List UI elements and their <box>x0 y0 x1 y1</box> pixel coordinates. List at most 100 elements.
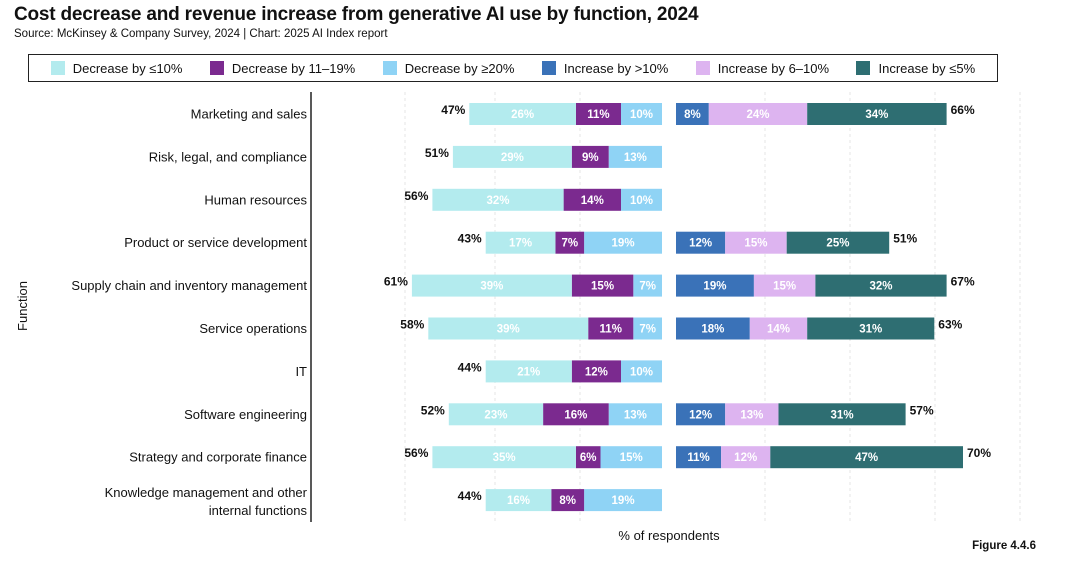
bar-value-label: 7% <box>639 324 656 336</box>
bar-segment <box>676 274 754 297</box>
bar-segment <box>543 403 609 426</box>
category-label: Human resources <box>204 192 307 207</box>
bar-value-label: 15% <box>591 281 614 293</box>
bar-segment <box>432 188 564 211</box>
y-axis-title: Function <box>15 281 30 331</box>
bar-value-label: 12% <box>689 238 712 250</box>
total-label: 66% <box>951 103 975 117</box>
bar-value-label: 11% <box>587 109 609 121</box>
bar-segment <box>588 317 634 340</box>
bar-segment <box>621 360 662 383</box>
bar-segment <box>448 403 544 426</box>
bar-segment <box>633 317 662 340</box>
bar-segment <box>584 489 662 512</box>
bar-segment <box>485 360 572 383</box>
bar-segment <box>575 446 601 469</box>
bar-value-label: 6% <box>580 452 597 464</box>
bar-segment <box>575 103 621 125</box>
bar-segment <box>571 274 634 297</box>
bar-value-label: 8% <box>684 109 701 121</box>
x-axis-title: % of respondents <box>618 528 720 543</box>
bar-value-label: 15% <box>744 238 767 250</box>
bar-segment <box>676 403 726 426</box>
total-label: 70% <box>967 446 991 460</box>
legend-label: Decrease by 11–19% <box>231 60 356 76</box>
legend-item-increase-6-10: Increase by 6–10% <box>695 60 830 76</box>
bar-value-label: 15% <box>620 452 643 464</box>
bar-segment <box>676 317 750 340</box>
category-label: Strategy and corporate finance <box>129 450 307 465</box>
bar-value-label: 16% <box>564 409 587 421</box>
legend-item-decrease-11-19: Decrease by 11–19% <box>209 60 356 76</box>
bar-value-label: 18% <box>701 324 724 336</box>
total-label: 51% <box>425 146 449 160</box>
legend-item-increase-gt10: Increase by >10% <box>541 61 668 76</box>
bar-value-label: 12% <box>689 409 712 421</box>
chart-title: Cost decrease and revenue increase from … <box>14 4 699 25</box>
category-label: Marketing and sales <box>191 107 308 122</box>
bar-segment <box>778 403 906 426</box>
bar-segment <box>786 231 890 254</box>
bar-segment <box>708 103 808 125</box>
bar-segment <box>621 188 662 211</box>
category-label: IT <box>295 364 307 379</box>
category-label: Product or service development <box>124 235 307 250</box>
bar-value-label: 8% <box>559 495 576 507</box>
bar-segment <box>753 274 816 297</box>
total-label: 56% <box>404 446 428 460</box>
legend-swatch <box>50 61 65 75</box>
legend-label: Increase by 6–10% <box>717 60 830 76</box>
bar-segment <box>411 274 572 297</box>
bar-segment <box>807 103 947 125</box>
bar-segment <box>749 317 808 340</box>
bar-value-label: 7% <box>639 281 656 293</box>
total-label: 51% <box>893 232 917 246</box>
bar-segment <box>485 489 552 512</box>
category-label: internal functions <box>209 503 308 518</box>
legend-label: Decrease by ≤10% <box>72 60 183 76</box>
legend-item-increase-le5: Increase by ≤5% <box>856 61 975 76</box>
total-label: 63% <box>938 318 962 332</box>
bar-value-label: 19% <box>703 281 726 293</box>
bar-value-label: 16% <box>507 495 530 507</box>
category-label: Supply chain and inventory management <box>71 278 307 293</box>
bar-value-label: 19% <box>612 238 635 250</box>
bar-value-label: 11% <box>687 452 709 464</box>
bar-segment <box>452 145 572 168</box>
bar-segment <box>571 145 609 168</box>
bar-value-label: 19% <box>612 495 635 507</box>
bar-segment <box>721 446 771 469</box>
bar-value-label: 13% <box>740 409 763 421</box>
bar-value-label: 14% <box>767 324 790 336</box>
chart-subtitle: Source: McKinsey & Company Survey, 2024 … <box>14 28 388 40</box>
bar-segment <box>621 103 662 125</box>
legend-swatch <box>382 61 397 75</box>
bar-value-label: 31% <box>859 324 882 336</box>
legend-label: Increase by ≤5% <box>878 60 976 76</box>
bar-value-label: 9% <box>582 152 599 164</box>
bar-value-label: 13% <box>624 152 647 164</box>
legend-item-decrease-ge20: Decrease by ≥20% <box>382 61 514 76</box>
bar-value-label: 23% <box>484 409 507 421</box>
legend-item-decrease-le10: Decrease by ≤10% <box>50 60 183 76</box>
total-label: 67% <box>951 275 975 289</box>
bar-segment <box>571 360 621 383</box>
bar-value-label: 10% <box>630 366 653 378</box>
bar-segment <box>807 317 935 340</box>
total-label: 43% <box>458 232 482 246</box>
legend-swatch <box>856 61 871 75</box>
bar-segment <box>608 145 662 168</box>
bar-value-label: 39% <box>480 281 503 293</box>
bar-segment <box>551 489 585 512</box>
bar-value-label: 10% <box>630 109 653 121</box>
total-label: 57% <box>910 403 934 417</box>
bar-value-label: 32% <box>869 281 892 293</box>
bar-value-label: 12% <box>585 366 608 378</box>
bar-segment <box>725 231 787 254</box>
category-label: Software engineering <box>184 407 307 422</box>
legend-swatch <box>695 61 710 75</box>
bar-value-label: 31% <box>831 409 854 421</box>
bar-segment <box>633 274 662 297</box>
bar-value-label: 11% <box>600 324 622 336</box>
bar-value-label: 14% <box>581 195 604 207</box>
